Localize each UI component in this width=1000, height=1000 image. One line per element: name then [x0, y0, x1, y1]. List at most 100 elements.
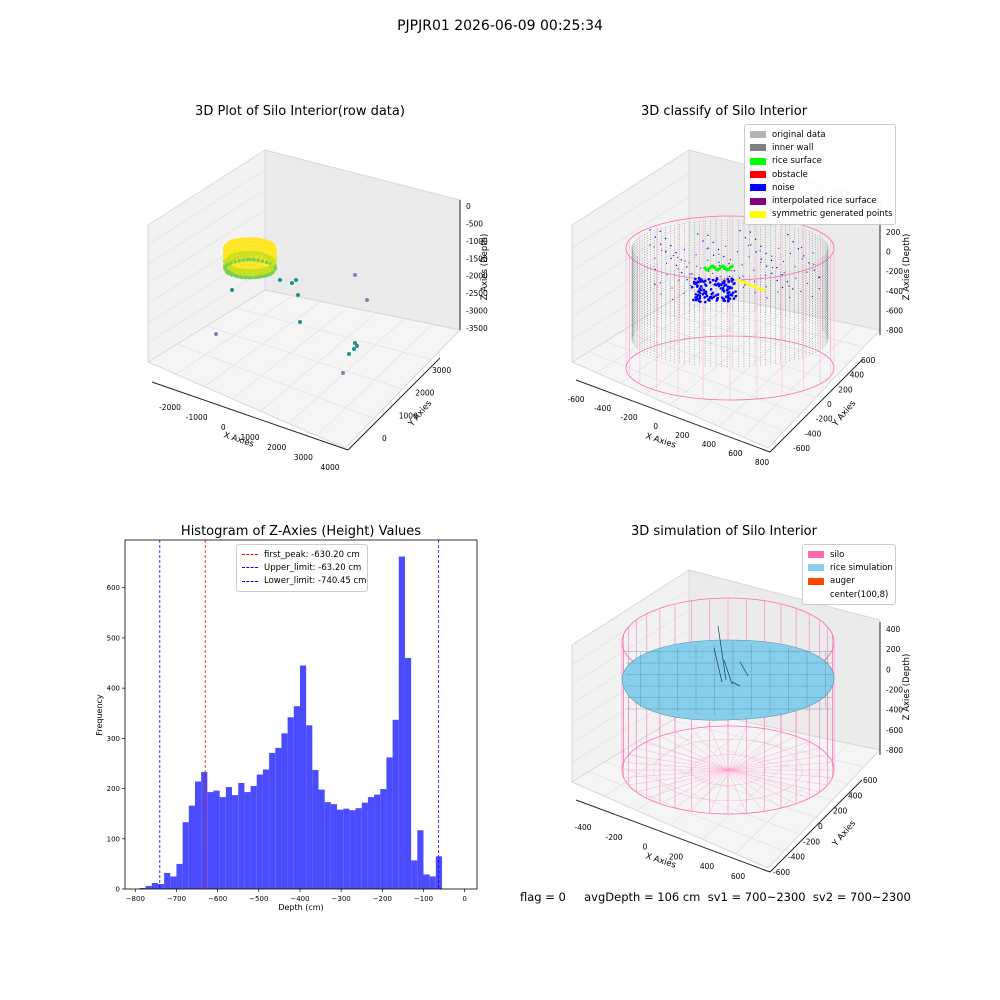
plot2-legend-swatch	[750, 171, 766, 179]
plot1-point	[352, 347, 356, 351]
plot1-point	[260, 259, 265, 263]
grid-line	[655, 310, 849, 365]
grid-line	[655, 730, 849, 785]
plot1-point	[241, 268, 245, 273]
plot2-noise-point	[698, 291, 702, 295]
plot1-point	[258, 248, 263, 253]
plot1-point	[237, 259, 242, 263]
plot3-legend-label: Lower_limit: -740.45 cm	[264, 576, 367, 587]
plot4-silo-floor-spoke	[646, 769, 729, 799]
plot2-interp-point	[659, 282, 661, 284]
plot2-noise-point	[726, 277, 729, 281]
plot1-point	[242, 261, 247, 266]
plot2-noise-point	[702, 288, 706, 292]
plot4-legend-swatch	[808, 564, 824, 572]
plot2-interp-point	[689, 273, 691, 275]
plot2-noise-point	[739, 230, 741, 232]
hist-xtick-label: −300	[332, 895, 351, 903]
plot2-xtick-tick-5: 400	[702, 440, 717, 449]
plot2-noise-point	[731, 278, 735, 281]
plot2-noise-point	[709, 288, 713, 291]
plot2-noise-point	[711, 278, 715, 282]
plot4-silo-floor-spoke	[709, 726, 729, 771]
plot2-interp-point	[683, 292, 685, 294]
plot2-interp-point	[694, 298, 696, 300]
plot2-noise-point	[717, 284, 721, 288]
plot4-ytick-tick-0: -600	[773, 868, 790, 877]
plot2-interp-point	[813, 263, 815, 265]
grid-line	[571, 173, 690, 249]
plot1-point	[225, 262, 230, 267]
plot2-noise-point	[781, 274, 783, 276]
plot4-silo-floor-spoke	[727, 769, 820, 793]
plot1-point	[235, 255, 240, 260]
plot2-noise-point	[694, 293, 698, 296]
plot4-legend-item: silo	[808, 548, 890, 561]
hist-ytick-label: 100	[107, 835, 120, 843]
grid-line	[571, 219, 690, 294]
plot4-x-axis-line	[575, 799, 771, 873]
plot2-interp-point	[753, 269, 755, 271]
plot2-noise-point	[708, 281, 712, 284]
plot2-noise-point	[730, 294, 734, 297]
plot2-noise-point	[786, 281, 789, 283]
plot1-point	[242, 254, 247, 259]
plot1-point	[237, 251, 242, 256]
plot2-interp-point	[700, 267, 702, 269]
plot1-point	[253, 265, 257, 269]
plot2-noise-point	[734, 290, 737, 293]
plot1-point	[240, 265, 244, 269]
plot1-point	[265, 250, 270, 255]
plot3-legend-item: first_peak: -630.20 cm	[242, 548, 362, 561]
plot2-noise-point	[797, 248, 800, 250]
plot4-silo-floor-spoke	[727, 769, 833, 778]
hist-bar	[380, 789, 387, 889]
plot4-silo-floor-ring	[653, 738, 803, 801]
plot2-interp-point	[707, 259, 709, 261]
plot2-noise-point	[702, 240, 704, 242]
plot2-noise-point	[744, 237, 747, 239]
plot2-noise-point	[754, 238, 757, 240]
plot2-y-axis-line	[769, 359, 863, 453]
plot1-xtick-tick-4: 2000	[267, 443, 286, 452]
plot2-legend-swatch	[750, 210, 766, 218]
plot2-interp-point	[811, 296, 813, 298]
plot1-point	[252, 247, 256, 252]
hist-bar	[194, 781, 202, 889]
plot1-point	[258, 245, 263, 249]
hist-bar	[219, 797, 226, 889]
plot4-silo-floor-spoke	[646, 741, 729, 771]
grid-line	[669, 729, 785, 826]
plot4-auger-line	[739, 661, 749, 677]
plot1-point	[251, 237, 255, 241]
plot2-noise-point	[726, 288, 729, 291]
plot4-legend-label: rice simulation	[830, 562, 893, 573]
grid-line	[588, 351, 785, 432]
plot4-ztick-tick-1: 200	[886, 645, 901, 654]
plot1-point	[263, 246, 268, 250]
plot1-zlabel: Z Axies (Depth)	[480, 234, 490, 301]
grid-line	[669, 309, 785, 406]
plot1-point	[355, 344, 359, 348]
plot2-legend-label: inner wall	[772, 142, 814, 153]
hist-bar	[139, 888, 146, 889]
plot2-legend-item: original data	[750, 128, 890, 141]
plot4-silo-floor-spoke	[628, 769, 729, 786]
plot1-point	[244, 247, 248, 252]
plot2-noise-point	[691, 286, 694, 288]
grid-line	[571, 196, 690, 271]
plot2-legend-item: inner wall	[750, 141, 890, 154]
plot2-noise-point	[781, 286, 784, 289]
hist-bar	[417, 830, 424, 889]
plot2-interp-point	[765, 274, 767, 276]
plot2-interp-point	[725, 245, 727, 247]
hist-ytick-label: 0	[116, 886, 120, 894]
plot2-interp-point	[818, 276, 820, 278]
plot1-point	[248, 247, 252, 252]
plot4-legend-item: auger	[808, 575, 890, 588]
plot2-interp-point	[778, 247, 780, 249]
plot4-silo-floor-spoke	[628, 754, 729, 771]
plot1-point	[296, 293, 300, 297]
plot2-interp-point	[743, 286, 745, 288]
hist-ytick-label: 200	[107, 785, 120, 793]
